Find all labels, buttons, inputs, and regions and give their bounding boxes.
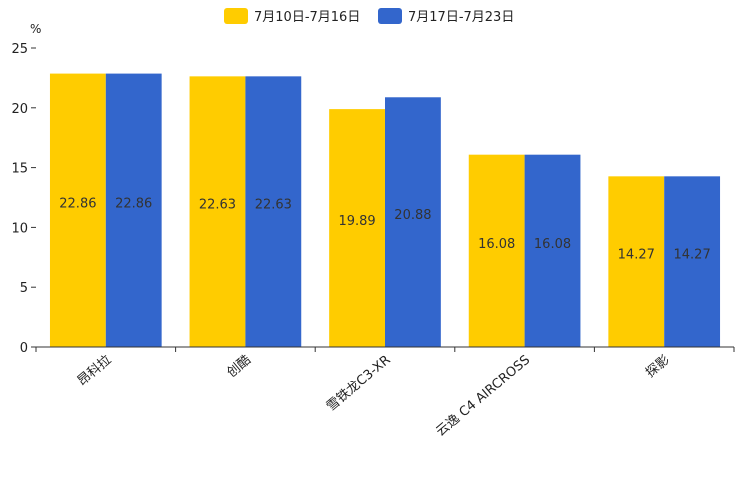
y-tick-label: 5 — [20, 281, 28, 296]
x-tick-label: 昂科拉 — [75, 353, 115, 390]
y-tick-label: 0 — [20, 341, 28, 356]
bar — [245, 76, 302, 347]
data-label: 22.86 — [115, 196, 152, 211]
bars: 22.86 22.86 22.63 22.63 19.89 20.88 16.08 16.08… — [49, 73, 721, 348]
bar — [385, 97, 441, 347]
y-tick-label: 15 — [11, 162, 28, 177]
bar — [664, 176, 721, 347]
legend-label: 7月17日-7月23日 — [408, 10, 514, 25]
y-axis-unit-label: % — [30, 22, 41, 36]
data-label: 16.08 — [478, 237, 515, 252]
bar — [468, 154, 525, 347]
legend-label: 7月10日-7月16日 — [254, 10, 360, 25]
data-label: 14.27 — [674, 248, 711, 263]
y-axis: 0 5 10 15 20 25 — [11, 42, 36, 356]
legend-swatch — [224, 8, 248, 24]
bar — [189, 76, 246, 347]
x-axis: 昂科拉 创酷 雪铁龙C3-XR 云逸 C4 AIRCROSS 探影 — [35, 346, 735, 440]
x-tick-label: 云逸 C4 AIRCROSS — [433, 353, 533, 440]
bar — [49, 73, 106, 348]
x-tick-label: 创酷 — [224, 353, 254, 381]
y-tick-label: 10 — [11, 221, 28, 236]
bar — [524, 154, 581, 347]
data-label: 22.86 — [59, 196, 96, 211]
data-label: 22.63 — [199, 198, 236, 213]
data-label: 20.88 — [394, 208, 431, 223]
data-label: 16.08 — [534, 237, 571, 252]
bar — [608, 176, 665, 347]
legend-swatch — [378, 8, 402, 24]
legend: 7月10日-7月16日 7月17日-7月23日 — [224, 8, 514, 25]
x-tick-label: 探影 — [643, 353, 673, 381]
data-label: 19.89 — [338, 214, 375, 229]
bar — [329, 109, 385, 347]
y-tick-label: 20 — [11, 102, 28, 117]
y-tick-label: 25 — [11, 42, 28, 57]
x-tick-label: 雪铁龙C3-XR — [324, 353, 394, 415]
data-label: 14.27 — [618, 248, 655, 263]
data-label: 22.63 — [255, 198, 292, 213]
bar — [105, 73, 162, 348]
